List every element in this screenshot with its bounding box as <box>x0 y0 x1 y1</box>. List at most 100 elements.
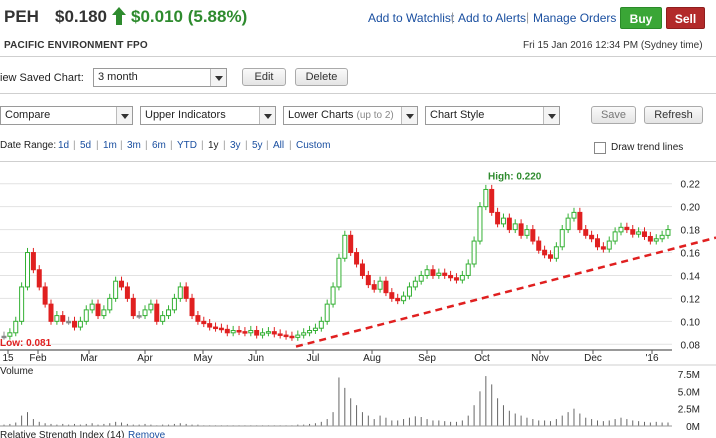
candle-body <box>583 229 589 236</box>
lower-charts-hint: (up to 2) <box>356 110 394 121</box>
sell-button[interactable]: Sell <box>666 7 705 29</box>
add-to-alerts-link[interactable]: Add to Alerts <box>458 11 527 25</box>
candle-body <box>389 292 395 299</box>
delete-button[interactable]: Delete <box>295 68 348 86</box>
candle-body <box>107 297 113 311</box>
candle-body <box>354 252 360 265</box>
date-range-ytd[interactable]: YTD <box>177 140 197 151</box>
candle-body <box>377 280 383 290</box>
draw-trend-lines-checkbox[interactable] <box>594 142 606 154</box>
edit-button[interactable]: Edit <box>242 68 286 86</box>
candle-body <box>641 231 647 237</box>
candle-body <box>148 303 154 311</box>
candle-body <box>424 269 430 276</box>
saved-chart-label: iew Saved Chart: <box>0 72 84 84</box>
candle-body <box>559 229 565 248</box>
candle-body <box>318 320 324 329</box>
candle-body <box>500 217 506 225</box>
candle-body <box>600 246 606 250</box>
candle-body <box>530 229 536 242</box>
candle-body <box>83 309 89 322</box>
link-separator: | <box>526 10 530 24</box>
lower-charts-label: Lower Charts <box>288 109 354 121</box>
y-tick-label: 0.16 <box>681 249 701 260</box>
candle-body <box>113 280 119 299</box>
y-tick-label: 0.10 <box>681 317 701 328</box>
date-range-separator: | <box>223 140 226 151</box>
candle-body <box>230 330 236 334</box>
candle-body <box>289 335 295 339</box>
refresh-button[interactable]: Refresh <box>644 106 703 124</box>
candle-body <box>207 323 213 328</box>
candle-body <box>553 246 559 259</box>
saved-chart-value: 3 month <box>98 71 138 83</box>
candle-body <box>36 269 42 288</box>
date-range-1y[interactable]: 1y <box>208 140 219 151</box>
candle-body <box>606 240 612 250</box>
chevron-down-icon <box>401 107 417 124</box>
date-range-1d[interactable]: 1d <box>58 140 70 151</box>
y-tick-label: 0.12 <box>681 294 701 305</box>
manage-orders-link[interactable]: Manage Orders <box>533 11 617 25</box>
date-range-1m[interactable]: 1m <box>103 140 117 151</box>
candle-body <box>371 284 377 290</box>
trend-line <box>295 236 716 348</box>
x-tick-label: Sep <box>418 353 436 364</box>
candle-body <box>453 277 459 281</box>
candle-body <box>471 240 477 265</box>
candle-body <box>183 286 189 299</box>
divider <box>0 93 716 94</box>
date-range-5d[interactable]: 5d <box>80 140 92 151</box>
saved-chart-select[interactable]: 3 month <box>93 68 227 87</box>
candle-body <box>436 272 442 276</box>
compare-select[interactable]: Compare <box>0 106 133 125</box>
x-tick-label: Aug <box>363 353 381 364</box>
candle-body <box>589 234 595 240</box>
candle-body <box>95 303 101 317</box>
chart-style-select[interactable]: Chart Style <box>425 106 560 125</box>
candle-body <box>66 320 72 324</box>
ticker-symbol: PEH <box>4 7 39 26</box>
candle-body <box>260 332 266 336</box>
candle-body <box>348 234 354 254</box>
upper-indicators-select[interactable]: Upper Indicators <box>140 106 276 125</box>
candle-body <box>448 274 454 279</box>
date-range-all[interactable]: All <box>273 140 285 151</box>
candle-body <box>7 332 13 337</box>
candle-body <box>30 252 36 271</box>
rsi-remove-link[interactable]: Remove <box>128 430 166 438</box>
chevron-down-icon <box>543 107 559 124</box>
buy-button[interactable]: Buy <box>620 7 662 29</box>
date-range-separator: | <box>120 140 123 151</box>
candle-body <box>512 223 518 231</box>
date-range-3y[interactable]: 3y <box>230 140 241 151</box>
candle-body <box>647 235 653 242</box>
x-tick-label: Nov <box>531 353 549 364</box>
candle-body <box>1 335 7 339</box>
x-tick-label: Jun <box>248 353 264 364</box>
high-annotation: High: 0.220 <box>488 172 542 183</box>
lower-charts-select[interactable]: Lower Charts (up to 2) <box>283 106 418 125</box>
price-chart[interactable]: 0.22 0.20 0.18 0.16 0.14 0.12 0.10 0.08 15 Feb Mar… <box>0 162 716 438</box>
candle-body <box>42 286 48 305</box>
date-range-label: Date Range: <box>0 140 57 151</box>
x-tick-label: Apr <box>137 353 153 364</box>
add-to-watchlist-link[interactable]: Add to Watchlist <box>368 11 455 25</box>
date-range-3m[interactable]: 3m <box>127 140 141 151</box>
x-tick-label: Jul <box>307 353 320 364</box>
candle-body <box>330 286 336 305</box>
candle-body <box>412 280 418 288</box>
y-tick-label: 0.22 <box>681 180 701 191</box>
candle-body <box>324 303 330 322</box>
date-range-6m[interactable]: 6m <box>152 140 166 151</box>
candle-body <box>594 238 600 248</box>
candle-body <box>242 331 248 334</box>
date-range-5y[interactable]: 5y <box>252 140 263 151</box>
date-range-separator: | <box>96 140 99 151</box>
volume-tick-label: 7.5M <box>678 370 700 381</box>
candle-body <box>401 295 407 302</box>
date-range-custom[interactable]: Custom <box>296 140 331 151</box>
save-button[interactable]: Save <box>591 106 636 124</box>
candle-body <box>254 330 260 336</box>
candle-body <box>618 226 624 233</box>
